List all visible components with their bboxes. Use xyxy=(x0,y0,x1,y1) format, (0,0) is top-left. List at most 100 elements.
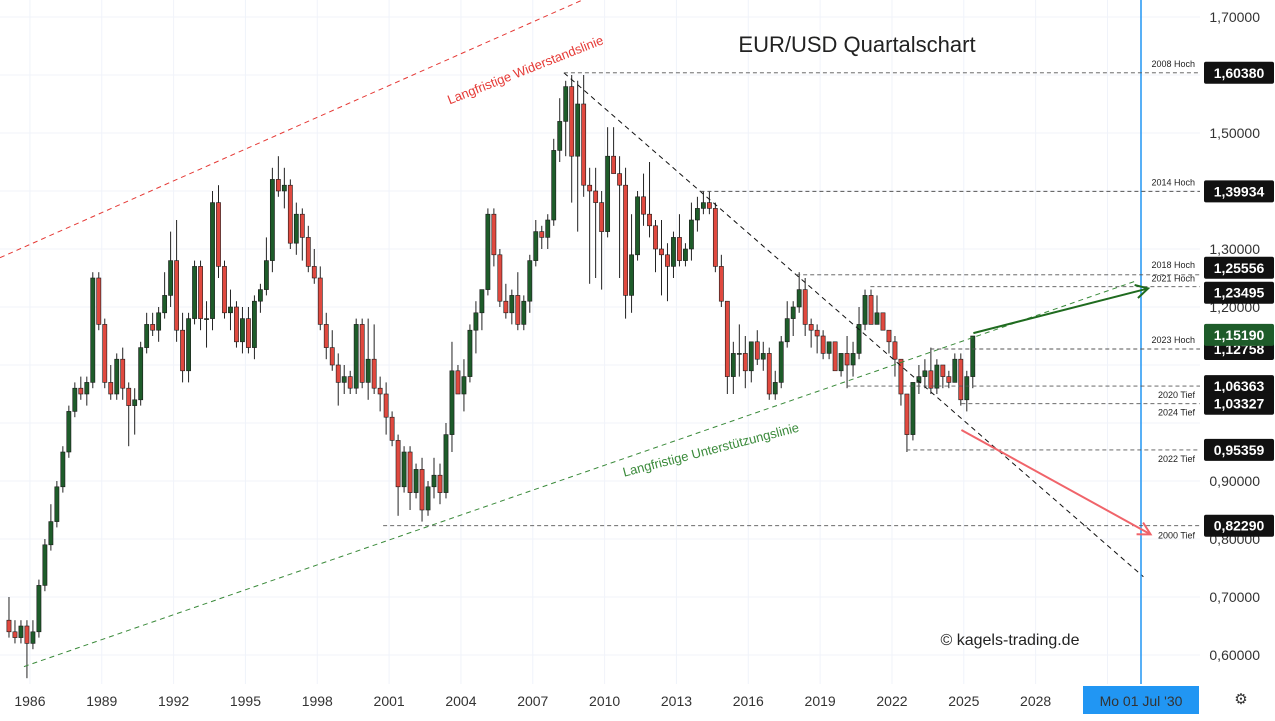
candle-body xyxy=(485,213,491,290)
grid-lines xyxy=(0,0,1200,684)
candle-up xyxy=(605,127,611,238)
candle-body xyxy=(335,364,341,383)
candle-down xyxy=(569,75,575,203)
x-tick-label: 1986 xyxy=(14,693,45,709)
x-tick-label: 2013 xyxy=(661,693,692,709)
candle-body xyxy=(563,86,569,122)
candle-down xyxy=(898,358,904,406)
candle-down xyxy=(497,249,503,307)
candle-body xyxy=(587,184,593,192)
candle-up xyxy=(545,214,551,249)
candle-body xyxy=(545,219,551,238)
x-tick-label: 2004 xyxy=(445,693,476,709)
y-tick-label: 0,70000 xyxy=(1209,589,1260,605)
candle-down xyxy=(593,167,599,278)
candle-down xyxy=(180,312,185,383)
candle-body xyxy=(874,312,880,325)
candle-up xyxy=(922,359,928,389)
candle-up xyxy=(970,335,976,389)
candle-down xyxy=(311,249,317,284)
candle-up xyxy=(952,353,958,383)
candle-up xyxy=(293,202,299,255)
candle-up xyxy=(575,80,581,232)
candle-down xyxy=(329,330,335,371)
candle-body xyxy=(700,202,706,209)
candle-body xyxy=(24,625,30,644)
candle-up xyxy=(916,365,922,394)
candle-down xyxy=(814,324,820,354)
candle-down xyxy=(928,347,934,394)
candle-body xyxy=(611,155,617,174)
candle-down xyxy=(832,341,838,372)
candle-body xyxy=(736,353,742,355)
candle-body xyxy=(180,329,185,372)
candle-body xyxy=(54,486,60,522)
candle-body xyxy=(712,208,718,267)
candle-body xyxy=(72,387,78,412)
candle-down xyxy=(102,318,108,389)
arrow-up xyxy=(973,287,1149,335)
candle-body xyxy=(796,289,802,308)
candle-up xyxy=(425,481,431,516)
candle-up xyxy=(760,341,766,371)
settings-gear-icon[interactable]: ⚙ xyxy=(1234,691,1248,708)
candle-down xyxy=(712,202,718,273)
candle-body xyxy=(952,358,958,383)
candle-down xyxy=(323,312,329,360)
candle-body xyxy=(263,260,269,290)
current-price-box-text: 1,15190 xyxy=(1214,327,1265,343)
candle-down xyxy=(96,272,102,331)
candle-down xyxy=(222,260,227,319)
candle-body xyxy=(623,184,628,296)
candle-down xyxy=(754,330,760,365)
candle-down xyxy=(844,336,850,389)
price-box xyxy=(1204,61,1274,84)
candle-body xyxy=(419,469,425,511)
candle-body xyxy=(880,312,886,331)
candle-down xyxy=(623,167,628,319)
candle-body xyxy=(305,237,311,267)
candle-up xyxy=(551,138,557,226)
y-tick-label: 1,30000 xyxy=(1209,241,1260,257)
trendline-2 xyxy=(563,72,1144,578)
candle-body xyxy=(910,382,916,435)
candle-down xyxy=(335,353,341,406)
candle-down xyxy=(706,191,712,215)
candle-down xyxy=(766,347,772,400)
candle-down xyxy=(174,220,179,342)
candle-body xyxy=(850,353,856,366)
candle-body xyxy=(150,324,156,331)
price-box-text: 1,39934 xyxy=(1214,183,1265,199)
candle-down xyxy=(599,191,605,290)
candle-up xyxy=(790,301,796,336)
candle-down xyxy=(617,156,622,278)
candle-down xyxy=(868,289,874,325)
candle-body xyxy=(12,631,18,638)
candle-up xyxy=(635,191,640,261)
level-name-label: 2022 Tief xyxy=(1158,454,1196,464)
x-tick-label: 2010 xyxy=(589,693,620,709)
candle-up xyxy=(72,382,78,418)
candle-body xyxy=(90,277,96,383)
candle-up xyxy=(856,307,862,360)
candle-body xyxy=(281,184,287,192)
candle-up xyxy=(563,80,569,157)
candle-body xyxy=(928,370,934,389)
candle-down xyxy=(587,167,593,284)
candle-down xyxy=(718,254,724,307)
candle-down xyxy=(647,162,652,238)
candle-body xyxy=(856,324,862,354)
candle-body xyxy=(144,324,150,348)
candle-body xyxy=(808,324,814,331)
candle-down xyxy=(108,365,114,400)
candle-body xyxy=(389,416,395,441)
candle-body xyxy=(479,289,485,314)
candle-body xyxy=(102,324,108,383)
x-tick-label: 2022 xyxy=(876,693,907,709)
candle-up xyxy=(18,620,24,644)
candle-down xyxy=(958,353,964,406)
level-name-label: 2014 Hoch xyxy=(1151,177,1195,187)
candle-down xyxy=(275,156,281,197)
candle-down xyxy=(78,376,84,400)
